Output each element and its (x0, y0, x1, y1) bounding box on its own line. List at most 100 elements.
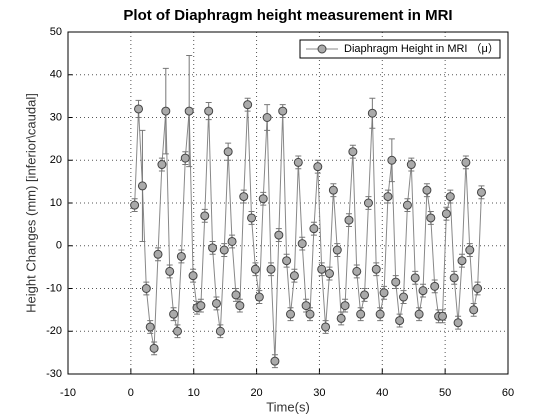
marker (172, 326, 182, 336)
marker (391, 277, 401, 287)
legend-box (299, 39, 501, 59)
marker (360, 290, 370, 300)
marker (402, 200, 412, 210)
marker (301, 301, 311, 311)
x-axis-label: Time(s) (266, 399, 310, 414)
marker (426, 213, 436, 223)
marker (278, 106, 288, 116)
marker (383, 192, 393, 202)
marker (141, 284, 151, 293)
marker (247, 213, 257, 223)
marker (262, 113, 272, 122)
marker (137, 181, 147, 191)
y-tick-label: 50 (50, 26, 62, 38)
marker (200, 211, 210, 221)
marker (188, 271, 198, 281)
marker (305, 309, 315, 319)
marker (332, 245, 342, 255)
marker (289, 271, 299, 281)
marker (215, 326, 225, 336)
marker (321, 322, 331, 332)
legend-marker (317, 44, 327, 54)
marker (270, 356, 280, 366)
marker (418, 286, 428, 296)
y-tick-label: 30 (50, 111, 62, 123)
marker (356, 309, 366, 319)
marker (165, 266, 175, 276)
y-tick-label: 0 (56, 240, 62, 252)
marker (309, 224, 319, 234)
marker (344, 215, 354, 225)
marker (410, 273, 420, 283)
legend-label: Diaphragm Height in MRI （μ） (344, 42, 499, 55)
marker (406, 160, 416, 170)
marker (243, 100, 253, 110)
marker (219, 245, 229, 255)
marker (130, 200, 140, 210)
marker (414, 309, 424, 319)
marker (227, 236, 237, 246)
marker (465, 245, 475, 255)
marker (379, 288, 389, 298)
x-tick-label: 50 (439, 387, 451, 399)
marker (258, 194, 268, 204)
marker (449, 273, 459, 283)
marker (254, 292, 264, 302)
chart-title: Plot of Diaphragm height measurement in … (123, 7, 452, 24)
y-tick-label: -20 (46, 325, 62, 337)
marker (145, 322, 155, 332)
x-tick-label: 20 (250, 387, 262, 399)
marker (352, 266, 362, 276)
marker (313, 162, 323, 172)
marker (461, 157, 471, 167)
marker (231, 290, 241, 300)
marker (204, 106, 214, 116)
marker (134, 104, 144, 114)
y-axis-label: Height Changes (mm) [inferior\caudal] (23, 93, 38, 313)
marker (363, 198, 373, 208)
x-tick-label: 10 (188, 387, 200, 399)
marker (282, 256, 292, 266)
marker (239, 192, 249, 202)
marker (293, 157, 303, 167)
marker (211, 298, 221, 308)
marker (235, 301, 245, 311)
marker (476, 187, 486, 197)
y-tick-label: 20 (50, 154, 62, 166)
x-tick-label: 30 (313, 387, 325, 399)
y-tick-label: -10 (46, 282, 62, 294)
marker (286, 309, 296, 319)
marker (324, 269, 334, 279)
marker (445, 192, 455, 202)
x-tick-label: -10 (60, 387, 76, 399)
series-line (134, 104, 482, 362)
marker (297, 239, 307, 249)
marker (161, 106, 171, 116)
marker (176, 251, 186, 261)
marker (438, 311, 448, 321)
marker (250, 264, 260, 274)
marker (457, 256, 467, 266)
marker (387, 155, 397, 165)
marker (328, 185, 338, 195)
marker (149, 343, 159, 353)
plot-frame (67, 31, 509, 375)
marker (441, 209, 451, 219)
marker (274, 230, 284, 240)
marker (184, 106, 194, 116)
x-tick-label: 60 (502, 387, 514, 399)
marker (336, 313, 346, 323)
marker (340, 301, 350, 311)
y-tick-label: 40 (50, 69, 62, 81)
marker (367, 108, 377, 118)
marker (348, 147, 358, 157)
marker (180, 153, 190, 163)
x-tick-label: 0 (128, 387, 134, 399)
marker (399, 292, 409, 302)
marker (223, 147, 233, 157)
marker (153, 249, 163, 259)
marker (196, 301, 206, 311)
marker (375, 309, 385, 319)
marker (371, 264, 381, 274)
